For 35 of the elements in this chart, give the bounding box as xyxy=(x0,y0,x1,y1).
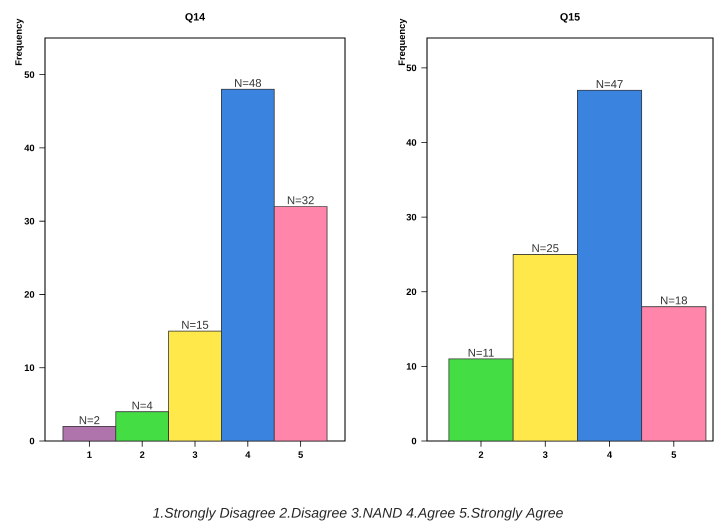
y-axis-title: Frequency xyxy=(15,18,24,66)
y-tick-label: 40 xyxy=(24,144,34,152)
text: 1.Strongly Disagree 2.Disagree 3.NAND 4.Agree 5.Strongly Agree xyxy=(152,507,563,521)
y-tick-label: 10 xyxy=(406,363,416,370)
y-tick-label: 0 xyxy=(30,438,34,444)
y-axis-title: Frequency xyxy=(398,18,407,66)
y-tick-label: 10 xyxy=(24,364,34,372)
y-tick-label: 0 xyxy=(412,438,416,444)
data-label: N=2 xyxy=(80,416,100,424)
x-tick-label: 1 xyxy=(87,451,92,458)
x-tick-label: 5 xyxy=(298,451,303,458)
y-tick-label: 50 xyxy=(406,64,416,72)
y-tick-label: 30 xyxy=(24,218,34,224)
chart-title: Q14 xyxy=(185,13,206,23)
y-tick-label: 40 xyxy=(406,139,416,146)
data-label: N=25 xyxy=(532,244,558,252)
data-label: N=11 xyxy=(468,348,494,357)
data-label: N=32 xyxy=(288,196,314,204)
data-label: N=15 xyxy=(182,320,208,329)
x-tick-label: 4 xyxy=(607,451,612,458)
x-tick-label: 3 xyxy=(542,451,548,458)
x-tick-label: 4 xyxy=(245,451,250,458)
data-label: N=47 xyxy=(596,80,623,88)
y-tick-label: 20 xyxy=(24,291,34,298)
y-tick-label: 30 xyxy=(406,214,416,220)
x-tick-label: 2 xyxy=(478,451,484,458)
chart-title: Q15 xyxy=(560,13,580,23)
x-tick-label: 2 xyxy=(140,451,144,458)
data-label: N=18 xyxy=(661,296,688,304)
x-tick-label: 3 xyxy=(192,451,198,458)
y-tick-label: 50 xyxy=(24,71,34,78)
y-tick-label: 20 xyxy=(406,288,416,296)
x-tick-label: 5 xyxy=(672,451,676,458)
data-label: N=4 xyxy=(132,402,152,410)
data-label: N=48 xyxy=(235,79,262,88)
